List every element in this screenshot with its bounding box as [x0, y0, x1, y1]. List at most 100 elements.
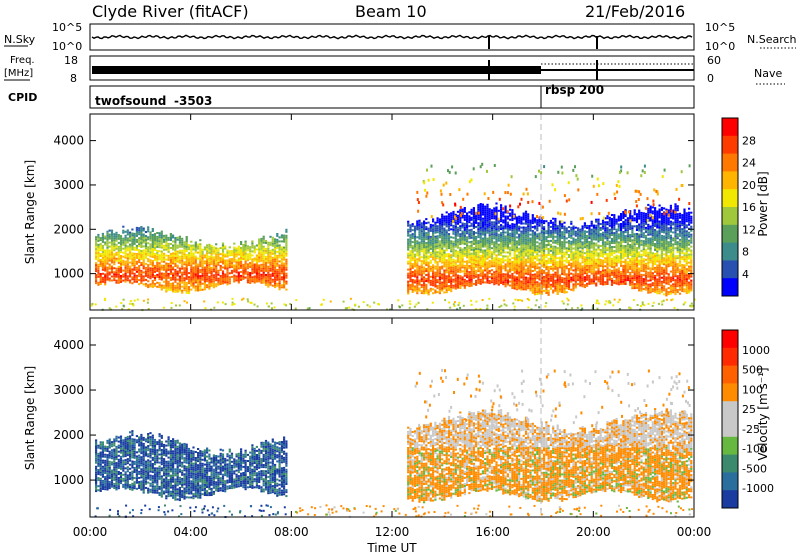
power-cell: [167, 288, 170, 291]
power-cell: [493, 209, 496, 212]
power-cell: [178, 277, 181, 280]
power-cell: [115, 281, 118, 284]
power-cell: [558, 264, 562, 267]
power-cell: [597, 272, 600, 275]
power-cell: [285, 234, 288, 237]
cpid-label: CPID: [8, 91, 37, 104]
power-cell: [595, 234, 598, 237]
power-cell: [206, 276, 209, 279]
power-cell: [210, 244, 213, 247]
power-cell: [147, 268, 150, 271]
power-cell: [183, 253, 186, 256]
power-cell: [613, 228, 616, 231]
power-cell: [420, 270, 423, 273]
power-cell: [533, 289, 537, 292]
power-cell: [495, 224, 498, 227]
power-cell: [527, 267, 530, 270]
power-cell: [511, 227, 514, 230]
power-cell: [133, 276, 136, 279]
power-cell: [536, 221, 539, 224]
power-cell: [601, 219, 605, 222]
power-cell: [581, 275, 584, 278]
power-cell: [443, 249, 446, 252]
power-cell: [613, 272, 616, 274]
power-cell: [595, 242, 598, 245]
power-cell: [538, 218, 541, 221]
power-cell: [547, 289, 550, 292]
power-cell: [620, 233, 623, 235]
power-cell: [246, 263, 249, 266]
power-cell: [461, 278, 464, 281]
power-cell: [119, 249, 123, 252]
power-cell: [484, 221, 487, 224]
power-cell: [452, 278, 455, 281]
power-cell: [452, 272, 455, 275]
power-cell: [156, 243, 159, 246]
power-cell: [255, 256, 258, 259]
power-cell: [158, 240, 161, 243]
power-cell: [124, 280, 127, 283]
power-cell: [240, 260, 243, 263]
power-cell: [608, 220, 611, 223]
power-cell: [240, 257, 243, 259]
power-cell: [215, 255, 218, 258]
power-cell: [484, 215, 487, 218]
power-cell: [160, 268, 163, 271]
power-cell: [210, 272, 213, 275]
power-cell: [468, 257, 471, 260]
power-cell: [490, 229, 494, 232]
power-cell: [129, 249, 132, 252]
power-cell: [495, 250, 498, 253]
power-cell: [538, 266, 541, 269]
power-cell: [454, 271, 457, 274]
power-cell: [160, 260, 163, 263]
power-cell: [500, 228, 503, 231]
power-cell: [167, 258, 170, 261]
power-cell: [240, 266, 243, 269]
power-cell: [495, 278, 498, 281]
power-cell: [199, 289, 202, 292]
power-cell: [543, 254, 546, 256]
power-cell: [617, 255, 620, 258]
power-cell: [427, 265, 430, 268]
power-cell: [572, 269, 575, 272]
power-cell: [219, 281, 222, 283]
power-cell: [513, 247, 516, 250]
power-cell: [95, 270, 98, 273]
power-cell: [147, 260, 150, 263]
power-cell: [561, 257, 564, 260]
power-cell: [561, 237, 564, 240]
power-cell: [267, 249, 270, 252]
power-cell: [497, 279, 500, 282]
power-cell: [217, 273, 220, 276]
power-cell: [108, 279, 111, 282]
power-cell: [509, 284, 512, 287]
power-cell: [586, 282, 589, 285]
power-cell: [577, 267, 580, 270]
power-cell: [203, 282, 206, 285]
power-cell: [461, 214, 464, 217]
power-cell: [237, 263, 240, 266]
power-cell: [117, 234, 120, 236]
power-cell: [201, 272, 204, 275]
power-cell: [283, 276, 286, 279]
power-cell: [459, 243, 462, 246]
power-cell: [504, 283, 507, 286]
power-cell: [536, 285, 539, 288]
power-cell: [432, 226, 435, 229]
power-cell: [583, 270, 586, 273]
power-cell: [515, 254, 518, 257]
power-cell: [280, 268, 283, 271]
power-cell: [565, 283, 568, 286]
power-cell: [147, 258, 150, 261]
power-cell: [601, 253, 605, 256]
power-cell: [280, 252, 283, 255]
power-cell: [518, 281, 521, 284]
power-cell: [590, 264, 593, 267]
power-cell: [206, 274, 209, 277]
power-cell: [432, 278, 435, 281]
power-cell: [407, 240, 410, 243]
power-cell: [206, 246, 209, 249]
power-cell: [459, 249, 462, 252]
